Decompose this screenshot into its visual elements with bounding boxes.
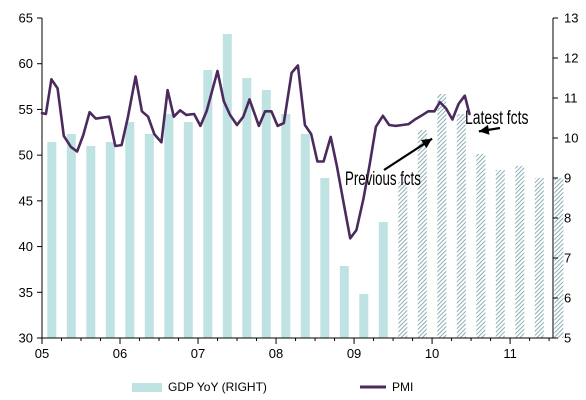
- gdp-bar: [47, 142, 57, 338]
- gdp-bar: [125, 122, 135, 338]
- forecast-bar: [534, 178, 544, 338]
- previous-fcts-label: Previous fcts: [345, 169, 421, 190]
- previous-fcts-arrow-head: [421, 138, 433, 149]
- gdp-bar: [242, 78, 252, 338]
- right-tick-label: 5: [564, 331, 571, 346]
- legend-label-gdp: GDP YoY (RIGHT): [168, 380, 267, 394]
- right-tick-label: 7: [564, 251, 571, 266]
- forecast-bar: [495, 170, 505, 338]
- x-tick-label: 05: [35, 346, 49, 361]
- right-tick-label: 13: [564, 11, 578, 26]
- latest-fcts-label: Latest fcts: [465, 107, 528, 129]
- gdp-bar: [164, 114, 174, 338]
- gdp-bar: [300, 134, 310, 338]
- forecast-bar: [437, 94, 447, 338]
- gdp-bar: [66, 134, 76, 338]
- gdp-bar: [359, 294, 369, 338]
- right-tick-label: 9: [564, 171, 571, 186]
- forecast-bar: [456, 114, 466, 338]
- x-tick-label: 07: [191, 346, 205, 361]
- x-tick-label: 09: [347, 346, 361, 361]
- gdp-bar: [105, 142, 115, 338]
- left-tick-label: 60: [19, 56, 33, 71]
- forecast-bar: [554, 178, 564, 338]
- left-tick-label: 65: [19, 11, 33, 26]
- legend-label-pmi: PMI: [392, 380, 413, 394]
- left-tick-label: 30: [19, 331, 33, 346]
- gdp-bar: [261, 90, 271, 338]
- gdp-bar: [339, 266, 349, 338]
- gdp-bar: [320, 178, 330, 338]
- x-tick-label: 10: [425, 346, 439, 361]
- right-tick-label: 12: [564, 51, 578, 66]
- left-tick-label: 50: [19, 148, 33, 163]
- right-tick-label: 11: [564, 91, 578, 106]
- left-tick-label: 55: [19, 102, 33, 117]
- x-tick-label: 08: [269, 346, 283, 361]
- gdp-bar: [144, 134, 154, 338]
- legend-swatch-gdp: [132, 383, 162, 392]
- forecast-bar: [398, 182, 408, 338]
- gdp-bar: [281, 114, 291, 338]
- legend: GDP YoY (RIGHT) PMI: [132, 380, 413, 394]
- gdp-bar: [183, 122, 193, 338]
- left-tick-label: 45: [19, 193, 33, 208]
- left-tick-label: 40: [19, 239, 33, 254]
- forecast-bar: [476, 154, 486, 338]
- forecast-bar: [515, 166, 525, 338]
- x-tick-label: 11: [503, 346, 517, 361]
- forecast-bar: [417, 130, 427, 338]
- right-tick-label: 10: [564, 131, 578, 146]
- pmi-line: [40, 64, 471, 240]
- gdp-bar: [378, 222, 388, 338]
- x-tick-label: 06: [113, 346, 127, 361]
- right-tick-label: 6: [564, 291, 571, 306]
- axes: 30 35 40 45 50 55 60 65 5 6 7 8 9 10 11 12 13 05 06 07 08 09 1…: [19, 11, 579, 362]
- gdp-bar: [86, 146, 96, 338]
- annotations: Latest fcts Previous fcts: [345, 107, 528, 190]
- gdp-bar: [203, 70, 213, 338]
- gdp-bars: [47, 34, 564, 338]
- left-tick-label: 35: [19, 285, 33, 300]
- right-tick-label: 8: [564, 211, 571, 226]
- pmi-line-group: [40, 64, 471, 240]
- latest-fcts-arrow-head: [478, 124, 490, 135]
- gdp-bar: [222, 34, 232, 338]
